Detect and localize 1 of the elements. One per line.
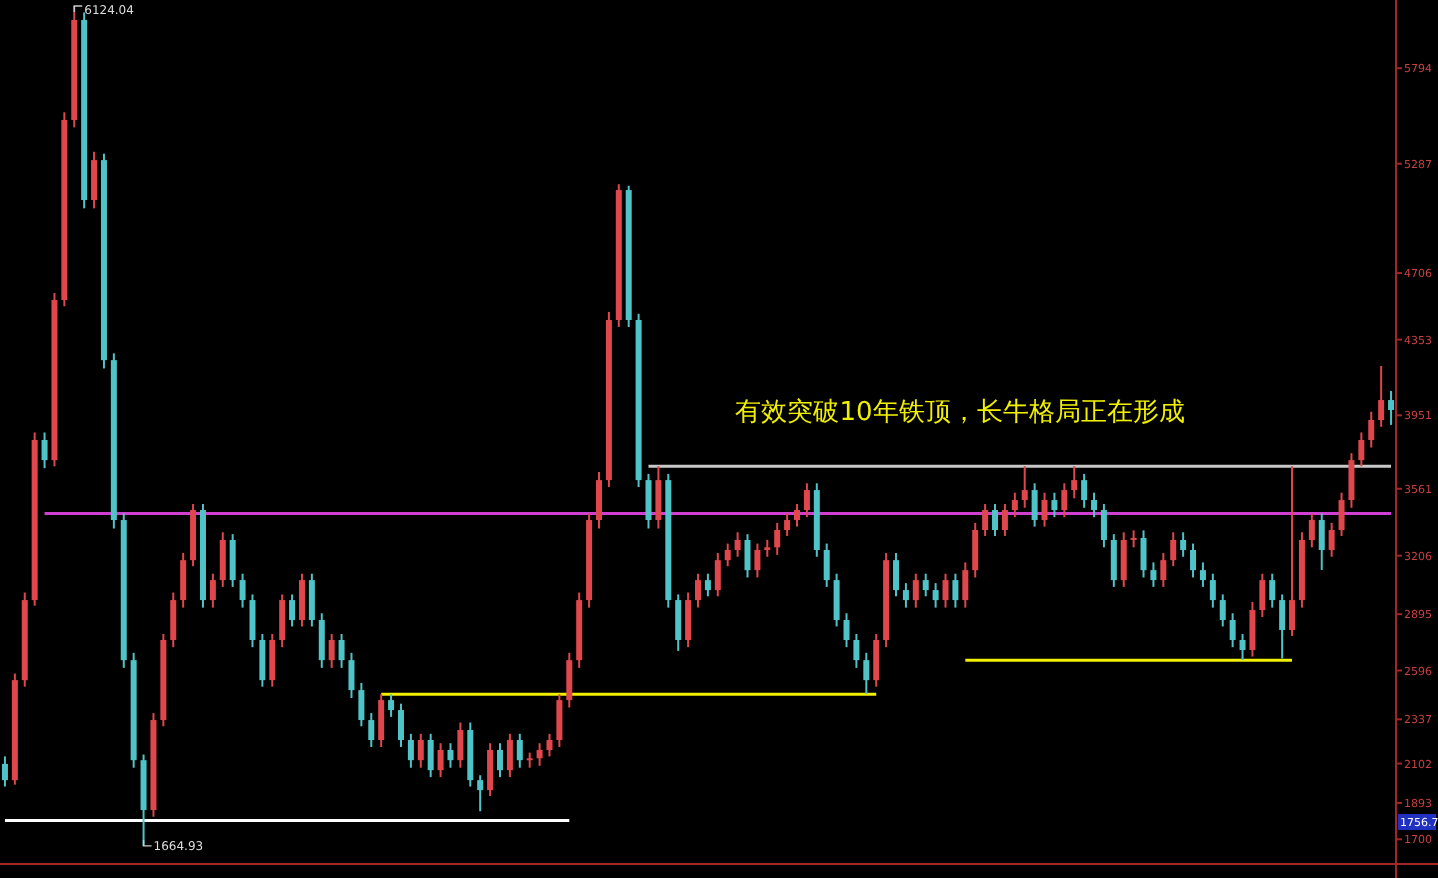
annotation: 有效突破10年铁顶，长牛格局正在形成 xyxy=(735,398,1185,428)
